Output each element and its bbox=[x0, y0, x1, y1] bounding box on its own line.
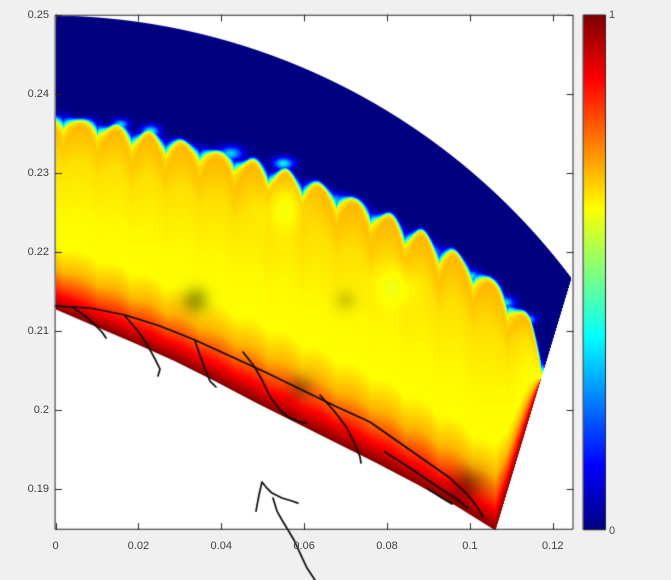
y-tick-label: 0.25 bbox=[27, 9, 49, 21]
y-tick-label: 0.24 bbox=[27, 88, 49, 101]
x-tick-label: 0 bbox=[52, 540, 59, 552]
y-tick-label: 0.19 bbox=[27, 483, 49, 496]
x-tick-label: 0.04 bbox=[210, 540, 232, 552]
x-tick-label: 0.06 bbox=[293, 540, 315, 552]
x-tick-label: 0.1 bbox=[462, 540, 478, 552]
y-tick-label: 0.2 bbox=[33, 404, 49, 417]
colorbar-min-label: 0 bbox=[609, 525, 616, 537]
x-tick-label: 0.02 bbox=[127, 540, 150, 552]
y-tick-label: 0.21 bbox=[27, 325, 49, 338]
y-tick-label: 0.23 bbox=[27, 167, 49, 180]
colorbar-max-label: 1 bbox=[609, 9, 616, 21]
x-tick-label: 0.12 bbox=[542, 540, 564, 552]
x-tick-label: 0.08 bbox=[376, 540, 398, 552]
y-tick-label: 0.22 bbox=[27, 246, 49, 259]
